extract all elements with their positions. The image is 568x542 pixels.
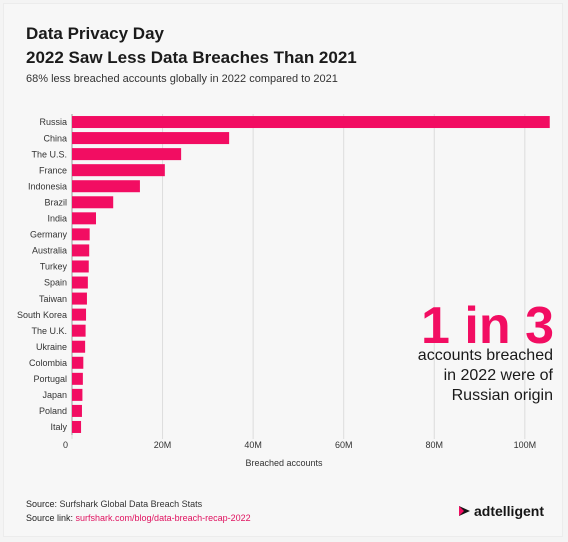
bar [72, 196, 114, 209]
source-label: Source: [26, 499, 60, 509]
subtitle: 68% less breached accounts globally in 2… [26, 73, 338, 85]
bar [72, 260, 89, 273]
category-label: Portugal [33, 374, 67, 384]
category-label: Indonesia [28, 181, 67, 191]
bar [72, 180, 140, 193]
bar [72, 324, 86, 337]
category-label: Spain [44, 278, 67, 288]
bar [72, 308, 87, 321]
infographic-frame [3, 3, 563, 537]
x-axis-title: Breached accounts [245, 458, 323, 468]
x-tick-label: 100M [514, 440, 537, 450]
bar [72, 212, 96, 225]
x-tick-label: 0 [63, 440, 68, 450]
callout-line-1: accounts breached [417, 347, 553, 364]
logo-mark-icon [458, 506, 470, 516]
category-label: India [47, 214, 67, 224]
bar [72, 420, 82, 433]
category-label: Australia [32, 246, 67, 256]
source-value: Surfshark Global Data Breach Stats [59, 499, 203, 509]
bar [72, 340, 86, 353]
category-label: The U.S. [31, 149, 67, 159]
x-tick-label: 20M [154, 440, 172, 450]
bar [72, 244, 90, 257]
category-label: Taiwan [39, 294, 67, 304]
bar [72, 132, 230, 145]
callout-headline: 1 in 3 [421, 297, 554, 355]
category-label: France [39, 165, 67, 175]
category-label: Ukraine [36, 342, 67, 352]
x-tick-label: 40M [244, 440, 262, 450]
bar [72, 148, 182, 161]
category-label: Turkey [40, 262, 68, 272]
category-label: Germany [30, 230, 68, 240]
bar [72, 356, 84, 369]
category-label: Russia [39, 117, 67, 127]
category-label: The U.K. [31, 326, 67, 336]
category-label: Italy [50, 422, 67, 432]
source-link-label: Source link: [26, 513, 76, 523]
callout-text: accounts breached in 2022 were of Russia… [333, 346, 553, 406]
category-label: Poland [39, 406, 67, 416]
x-tick-label: 60M [335, 440, 353, 450]
bar [72, 276, 88, 289]
title-line-1: Data Privacy Day [26, 24, 164, 43]
x-tick-label: 80M [426, 440, 444, 450]
source-notes: Source: Surfshark Global Data Breach Sta… [26, 497, 251, 525]
callout-line-3: Russian origin [451, 387, 553, 404]
bar [72, 388, 83, 401]
category-label: China [43, 133, 67, 143]
category-label: Japan [42, 390, 67, 400]
category-label: South Korea [17, 310, 67, 320]
adtelligent-logo: adtelligent [458, 503, 544, 519]
source-link[interactable]: surfshark.com/blog/data-breach-recap-202… [75, 513, 251, 523]
category-label: Colombia [29, 358, 67, 368]
bar [72, 228, 90, 241]
callout-line-2: in 2022 were of [443, 367, 553, 384]
category-label: Brazil [44, 197, 67, 207]
bar [72, 292, 87, 305]
logo-text: adtelligent [473, 503, 544, 519]
bar [72, 372, 83, 385]
bar [72, 116, 550, 129]
bar [72, 404, 82, 417]
title-line-2: 2022 Saw Less Data Breaches Than 2021 [26, 48, 357, 67]
page-title: Data Privacy Day 2022 Saw Less Data Brea… [26, 22, 546, 70]
bar [72, 164, 165, 177]
